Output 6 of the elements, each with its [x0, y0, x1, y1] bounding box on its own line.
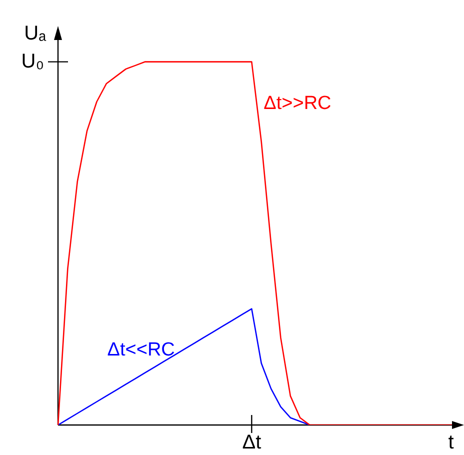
y-axis-title: Uₐ: [24, 22, 47, 45]
series-label: Δt>>RC: [264, 93, 332, 114]
text: Δt: [242, 432, 262, 454]
series-label: Δt<<RC: [107, 339, 175, 360]
text: U₀: [21, 50, 44, 72]
x-axis-title: t: [448, 432, 454, 454]
